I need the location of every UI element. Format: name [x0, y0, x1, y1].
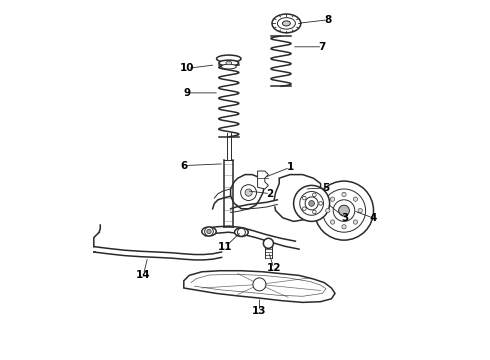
Polygon shape — [184, 271, 335, 302]
Ellipse shape — [217, 55, 241, 62]
Text: 6: 6 — [180, 161, 188, 171]
Circle shape — [305, 197, 318, 210]
Text: 8: 8 — [324, 15, 331, 25]
Circle shape — [358, 208, 363, 213]
Circle shape — [333, 200, 355, 221]
Circle shape — [342, 192, 346, 197]
Circle shape — [326, 208, 330, 213]
Circle shape — [315, 181, 373, 240]
Circle shape — [342, 225, 346, 229]
Ellipse shape — [282, 21, 291, 26]
Circle shape — [330, 220, 335, 224]
Circle shape — [253, 278, 266, 291]
Circle shape — [339, 205, 349, 216]
Circle shape — [319, 202, 322, 205]
Text: 7: 7 — [318, 42, 326, 52]
Ellipse shape — [219, 60, 239, 66]
Ellipse shape — [221, 64, 236, 69]
Circle shape — [245, 189, 252, 196]
Polygon shape — [231, 175, 265, 209]
Circle shape — [302, 207, 306, 211]
Circle shape — [309, 201, 315, 206]
Circle shape — [322, 189, 366, 232]
Ellipse shape — [202, 227, 216, 236]
Circle shape — [241, 185, 257, 201]
Text: 2: 2 — [267, 189, 274, 199]
Text: 12: 12 — [267, 263, 281, 273]
Text: 14: 14 — [136, 270, 151, 280]
Text: 13: 13 — [252, 306, 267, 316]
Ellipse shape — [272, 14, 301, 33]
Ellipse shape — [235, 228, 248, 237]
Circle shape — [313, 210, 316, 214]
Polygon shape — [258, 171, 269, 189]
Circle shape — [263, 238, 273, 248]
Circle shape — [300, 192, 323, 215]
Text: 10: 10 — [180, 63, 195, 73]
Circle shape — [238, 228, 245, 236]
Circle shape — [207, 229, 211, 234]
Text: 5: 5 — [322, 183, 330, 193]
Text: 11: 11 — [218, 242, 232, 252]
Circle shape — [353, 197, 358, 201]
Circle shape — [302, 196, 306, 200]
Circle shape — [330, 197, 335, 201]
Circle shape — [294, 185, 330, 221]
Text: 4: 4 — [369, 213, 376, 223]
Circle shape — [205, 227, 213, 236]
Text: 1: 1 — [286, 162, 294, 172]
Circle shape — [313, 193, 316, 197]
Ellipse shape — [277, 18, 295, 29]
Ellipse shape — [226, 61, 232, 65]
Text: 9: 9 — [184, 88, 191, 98]
Text: 3: 3 — [342, 213, 349, 223]
Polygon shape — [274, 175, 320, 221]
Circle shape — [353, 220, 358, 224]
